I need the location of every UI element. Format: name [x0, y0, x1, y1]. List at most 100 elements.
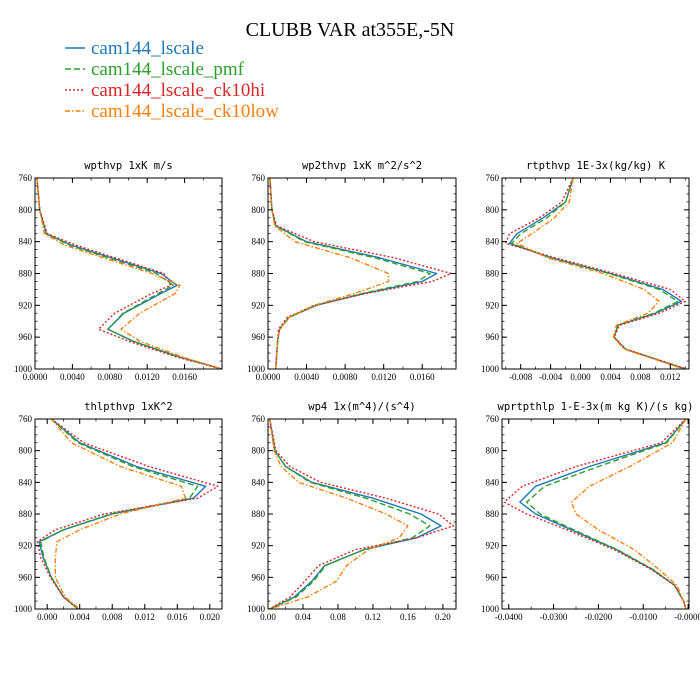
legend-item: cam144_lscale — [65, 38, 204, 59]
series-line — [36, 178, 222, 369]
y-tick-label: 760 — [19, 414, 33, 424]
series-line — [40, 419, 199, 609]
y-tick-label: 880 — [486, 509, 500, 519]
series-line — [269, 178, 438, 369]
panel-6: wprtpthlp 1-E-3x(m kg K)/(s kg)760 800 840… — [481, 401, 700, 622]
x-tick-label: 0.20 — [435, 612, 451, 622]
plot-frame — [501, 418, 690, 610]
series-line — [519, 419, 687, 609]
x-tick-label: 0.000 — [570, 372, 591, 382]
series-group — [269, 178, 452, 369]
plot-frame — [501, 177, 690, 370]
y-tick-label: 840 — [19, 477, 33, 487]
series-group — [36, 178, 222, 369]
legend-label: cam144_lscale_ck10hi — [91, 80, 265, 101]
series-line — [269, 178, 452, 369]
series-line — [36, 419, 219, 609]
x-tick-label: -0.008 — [509, 372, 533, 382]
plot-frame — [267, 418, 457, 610]
y-tick-label: 1000 — [481, 604, 500, 614]
x-tick-label: -0.0000 — [674, 612, 700, 622]
series-group — [503, 419, 687, 609]
series-line — [526, 419, 687, 609]
x-tick-label: 0.0120 — [135, 372, 160, 382]
figure-title: CLUBB VAR at355E,-5N — [246, 19, 455, 41]
x-tick-label: 0.016 — [167, 612, 188, 622]
series-line — [269, 178, 431, 369]
y-tick-label: 1000 — [14, 364, 33, 374]
series-line — [50, 419, 187, 609]
x-tick-label: 0.16 — [400, 612, 416, 622]
x-tick-label: -0.0100 — [629, 612, 657, 622]
y-tick-label: 880 — [19, 269, 33, 279]
y-tick-label: 760 — [486, 173, 500, 183]
y-tick-label: 1000 — [14, 604, 33, 614]
x-tick-label: -0.0200 — [585, 612, 613, 622]
x-tick-label: -0.004 — [539, 372, 563, 382]
series-line — [269, 178, 390, 369]
x-tick-label: 0.0160 — [172, 372, 197, 382]
x-tick-label: 0.008 — [630, 372, 651, 382]
x-tick-label: -0.0300 — [540, 612, 568, 622]
legend-item: cam144_lscale_pmf — [65, 59, 245, 80]
plot-frame — [34, 177, 223, 370]
panel-title: thlpthvp 1xK^2 — [84, 401, 173, 413]
y-tick-label: 800 — [486, 205, 500, 215]
y-tick-label: 960 — [252, 572, 266, 582]
series-line — [269, 419, 455, 609]
y-tick-label: 760 — [486, 414, 500, 424]
y-tick-label: 840 — [486, 477, 500, 487]
y-tick-label: 840 — [19, 237, 33, 247]
x-tick-label: 0.0000 — [23, 372, 48, 382]
panel-3: rtpthvp 1E-3x(kg/kg) K 760 800 840 880 920 960… — [481, 160, 690, 382]
y-tick-label: 960 — [19, 572, 33, 582]
y-tick-label: 840 — [252, 237, 266, 247]
y-tick-label: 960 — [486, 332, 500, 342]
y-tick-label: 840 — [486, 237, 500, 247]
y-tick-label: 920 — [19, 300, 33, 310]
x-tick-label: 0.0120 — [371, 372, 396, 382]
y-tick-label: 920 — [486, 541, 500, 551]
x-tick-label: -0.0400 — [495, 612, 523, 622]
y-tick-label: 880 — [252, 509, 266, 519]
x-tick-label: 0.000 — [37, 612, 58, 622]
y-tick-label: 760 — [19, 173, 33, 183]
x-tick-label: 0.0080 — [333, 372, 358, 382]
y-tick-label: 760 — [252, 414, 266, 424]
y-tick-label: 920 — [19, 541, 33, 551]
y-tick-label: 1000 — [247, 604, 266, 614]
panel-title: rtpthvp 1E-3x(kg/kg) K — [526, 160, 666, 172]
y-tick-label: 800 — [252, 205, 266, 215]
panel-5: wp4 1x(m^4)/(s^4) 760 800 840 880 920 960 1000 0… — [247, 401, 457, 622]
y-tick-label: 920 — [252, 541, 266, 551]
y-tick-label: 960 — [486, 572, 500, 582]
x-tick-label: 0.0080 — [97, 372, 122, 382]
series-line — [38, 419, 207, 609]
panel-title: wprtpthlp 1-E-3x(m kg K)/(s kg) — [498, 401, 694, 413]
series-line — [570, 419, 687, 609]
y-tick-label: 800 — [252, 446, 266, 456]
y-tick-label: 880 — [19, 509, 33, 519]
panel-1: wpthvp 1xK m/s76080084088092096010000.00… — [14, 160, 223, 382]
x-tick-label: 0.0040 — [60, 372, 85, 382]
x-tick-label: 0.012 — [660, 372, 680, 382]
y-tick-label: 920 — [486, 300, 500, 310]
panel-title: wpthvp 1xK m/s — [84, 160, 173, 172]
y-tick-label: 800 — [486, 446, 500, 456]
y-tick-label: 840 — [252, 477, 266, 487]
legend-item: cam144_lscale_ck10hi — [65, 80, 265, 101]
series-group — [505, 178, 688, 369]
legend: cam144_lscalecam144_lscale_pmfcam144_lsc… — [65, 38, 279, 122]
series-line — [269, 419, 442, 609]
x-tick-label: 0.08 — [330, 612, 346, 622]
series-line — [269, 419, 431, 609]
series-line — [516, 178, 685, 369]
panel-title: wp4 1x(m^4)/(s^4) — [308, 401, 415, 413]
legend-label: cam144_lscale_ck10low — [91, 101, 279, 122]
y-tick-label: 1000 — [481, 364, 500, 374]
panels: wpthvp 1xK m/s76080084088092096010000.00… — [14, 160, 700, 622]
y-tick-label: 960 — [19, 332, 33, 342]
series-line — [36, 178, 222, 369]
series-line — [269, 419, 409, 609]
x-tick-label: 0.012 — [135, 612, 155, 622]
